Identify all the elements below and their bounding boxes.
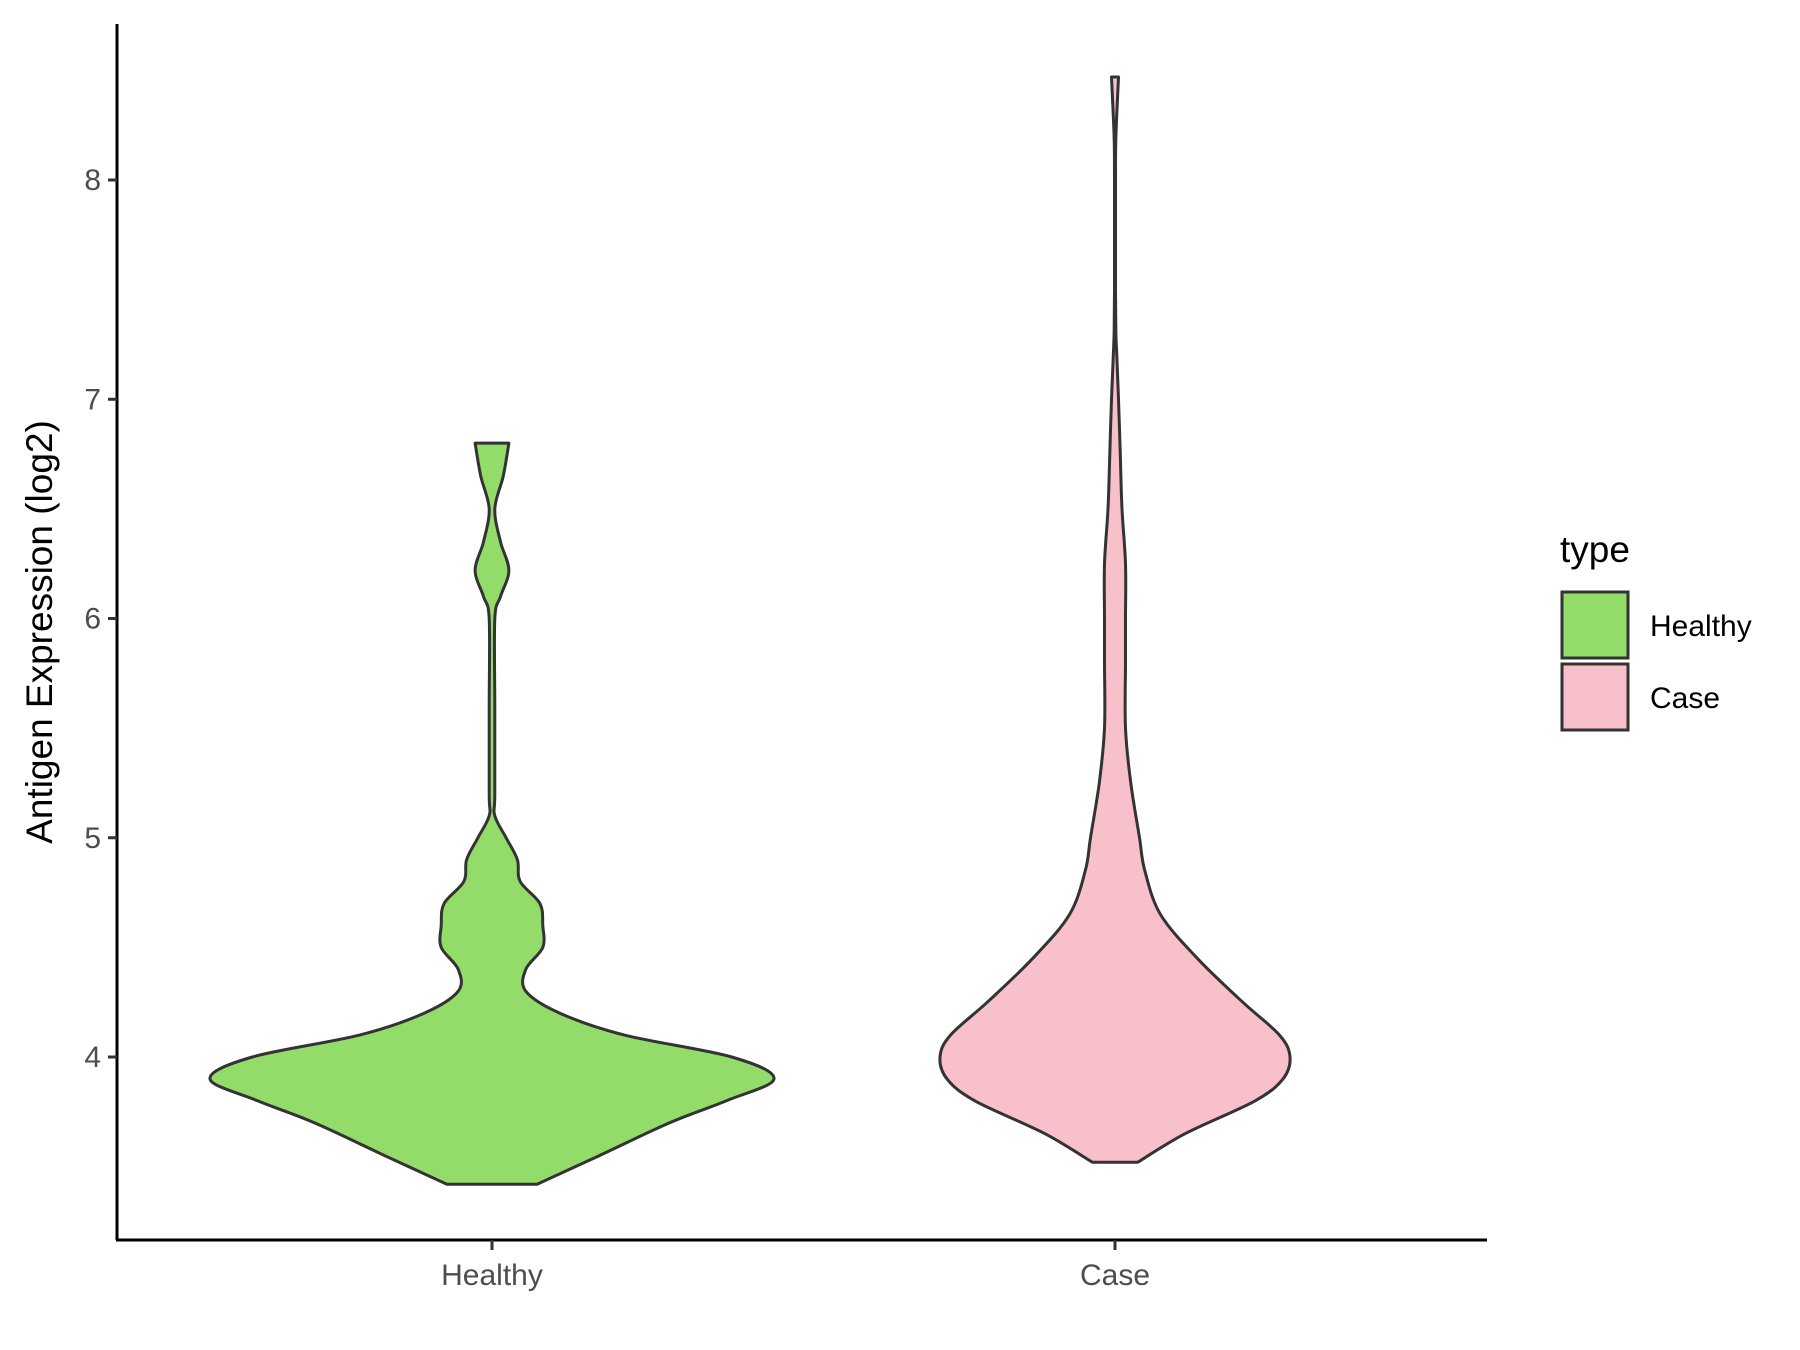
- legend-label-case: Case: [1650, 682, 1720, 715]
- legend-swatch-healthy: [1560, 590, 1630, 660]
- x-tick-label: Healthy: [441, 1259, 543, 1292]
- violin-healthy: [208, 441, 776, 1186]
- legend-label-healthy: Healthy: [1650, 610, 1752, 643]
- x-tick-label: Case: [1080, 1259, 1150, 1292]
- legend: type Healthy Case: [1560, 529, 1752, 732]
- violins-layer: [208, 75, 1292, 1186]
- y-tick-label: 4: [84, 1041, 101, 1074]
- y-tick-label: 6: [84, 603, 101, 636]
- legend-title: type: [1560, 529, 1630, 570]
- y-tick-label: 7: [84, 383, 101, 416]
- y-tick-label: 8: [84, 164, 101, 197]
- y-axis-title: Antigen Expression (log2): [19, 420, 60, 844]
- y-axis-ticks: 4 5 6 7 8: [84, 164, 117, 1074]
- x-axis-ticks: Healthy Case: [441, 1240, 1150, 1292]
- legend-swatch-case: [1560, 662, 1630, 732]
- violin-case: [938, 75, 1292, 1164]
- y-tick-label: 5: [84, 822, 101, 855]
